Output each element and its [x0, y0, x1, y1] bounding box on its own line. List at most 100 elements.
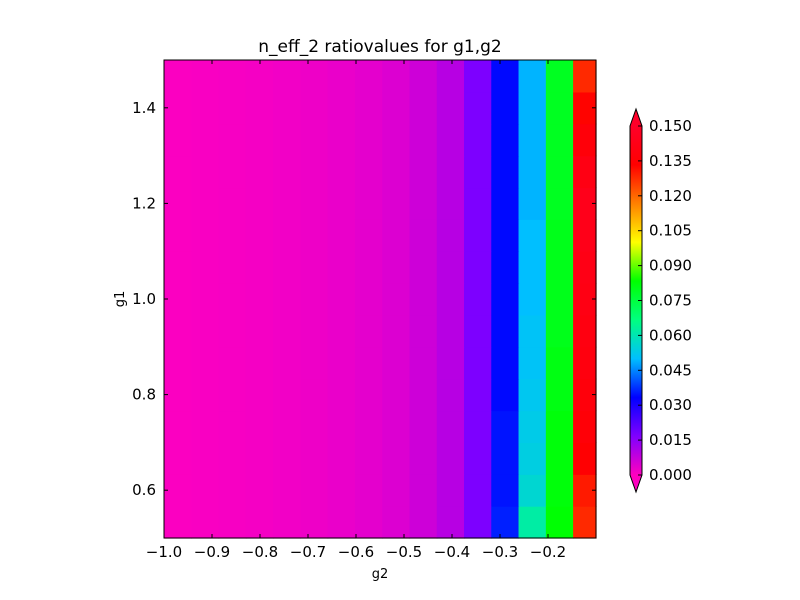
heatmap-cell [573, 506, 597, 539]
heatmap-cell [273, 378, 301, 412]
heatmap-cell [436, 442, 465, 475]
heatmap-cell [218, 410, 247, 443]
heatmap-cell [191, 410, 220, 443]
heatmap-cell [191, 346, 220, 380]
y-tick-label: 1.0 [132, 290, 156, 308]
heatmap-cell [164, 346, 192, 380]
heatmap-cell [245, 187, 274, 220]
heatmap-cell [327, 378, 356, 412]
colorbar-over-arrow [630, 109, 642, 126]
x-tick-label: −0.3 [482, 543, 518, 561]
y-axis-label: g1 [113, 291, 128, 308]
heatmap-cell [327, 283, 356, 316]
heatmap-cell [436, 410, 465, 443]
heatmap-cell [191, 314, 220, 348]
heatmap-cell [491, 442, 520, 475]
heatmap-cell [409, 123, 438, 157]
heatmap-cell [464, 506, 492, 539]
heatmap-cell [491, 251, 520, 284]
heatmap-cell [518, 283, 547, 316]
heatmap-cell [164, 251, 192, 284]
heatmap-cell [245, 442, 274, 475]
colorbar-tick-label: 0.150 [649, 117, 692, 135]
heatmap-cell [191, 155, 220, 189]
heatmap-cell [573, 314, 597, 348]
x-tick-label: −1.0 [146, 543, 182, 561]
heatmap-cell [354, 91, 383, 125]
heatmap-cell [409, 346, 438, 380]
heatmap-cell [545, 91, 574, 125]
heatmap-cell [191, 60, 220, 93]
heatmap-cell [218, 251, 247, 284]
heatmap-cell [191, 219, 220, 252]
heatmap-cell [164, 91, 192, 125]
heatmap-cell [245, 346, 274, 380]
heatmap-cell [464, 187, 492, 220]
heatmap-cell [354, 474, 383, 507]
x-axis: −1.0 −0.9 −0.8 −0.7 −0.6 −0.5 −0.4 −0.3 −0.2 [146, 60, 566, 561]
x-tick-label: −0.9 [194, 543, 230, 561]
heatmap-cell [573, 155, 597, 189]
heatmap-cell [409, 410, 438, 443]
heatmap-cell [273, 506, 301, 539]
heatmap-cell [245, 251, 274, 284]
x-tick-label: −0.6 [338, 543, 374, 561]
colorbar-tick-label: 0.000 [649, 466, 692, 484]
heatmap-cell [436, 314, 465, 348]
heatmap-cell [436, 219, 465, 252]
heatmap-cell [191, 442, 220, 475]
heatmap-cell [382, 346, 411, 380]
heatmap-cell [245, 314, 274, 348]
heatmap-cell [354, 314, 383, 348]
heatmap-cell [409, 283, 438, 316]
heatmap-cell [491, 378, 520, 412]
heatmap-cell [518, 314, 547, 348]
heatmap-cell [273, 91, 301, 125]
heatmap-cell [164, 442, 192, 475]
heatmap-cell [164, 410, 192, 443]
heatmap-cell [518, 442, 547, 475]
x-tick-label: −0.2 [530, 543, 566, 561]
heatmap-cell [218, 155, 247, 189]
colorbar-tick-label: 0.045 [649, 361, 692, 379]
heatmap-cells [164, 60, 597, 539]
heatmap-cell [545, 187, 574, 220]
heatmap-cell [545, 251, 574, 284]
heatmap-cell [354, 442, 383, 475]
colorbar-tick-label: 0.015 [649, 431, 692, 449]
heatmap-cell [273, 60, 301, 93]
heatmap-cell [409, 91, 438, 125]
heatmap-cell [491, 187, 520, 220]
colorbar-tick-label: 0.120 [649, 187, 692, 205]
heatmap-cell [518, 187, 547, 220]
heatmap-cell [573, 219, 597, 252]
heatmap-cell [354, 155, 383, 189]
heatmap-cell [545, 378, 574, 412]
heatmap-cell [300, 60, 329, 93]
heatmap-cell [191, 474, 220, 507]
heatmap-cell [545, 219, 574, 252]
heatmap-cell [573, 187, 597, 220]
y-tick-label: 1.4 [132, 99, 156, 117]
heatmap-cell [218, 506, 247, 539]
heatmap-cell [464, 378, 492, 412]
heatmap-cell [218, 442, 247, 475]
colorbar-tick-label: 0.090 [649, 257, 692, 275]
heatmap-cell [382, 187, 411, 220]
heatmap-cell [491, 283, 520, 316]
heatmap-cell [573, 123, 597, 157]
heatmap-cell [218, 123, 247, 157]
heatmap-cell [464, 314, 492, 348]
heatmap-cell [327, 187, 356, 220]
heatmap-cell [464, 60, 492, 93]
heatmap-cell [273, 219, 301, 252]
heatmap-cell [545, 283, 574, 316]
heatmap-cell [491, 410, 520, 443]
heatmap-cell [382, 314, 411, 348]
chart-title: n_eff_2 ratiovalues for g1,g2 [258, 37, 501, 57]
heatmap-cell [518, 60, 547, 93]
colorbar-tick-label: 0.105 [649, 222, 692, 240]
heatmap-cell [273, 314, 301, 348]
heatmap-cell [545, 474, 574, 507]
heatmap-cell [164, 123, 192, 157]
